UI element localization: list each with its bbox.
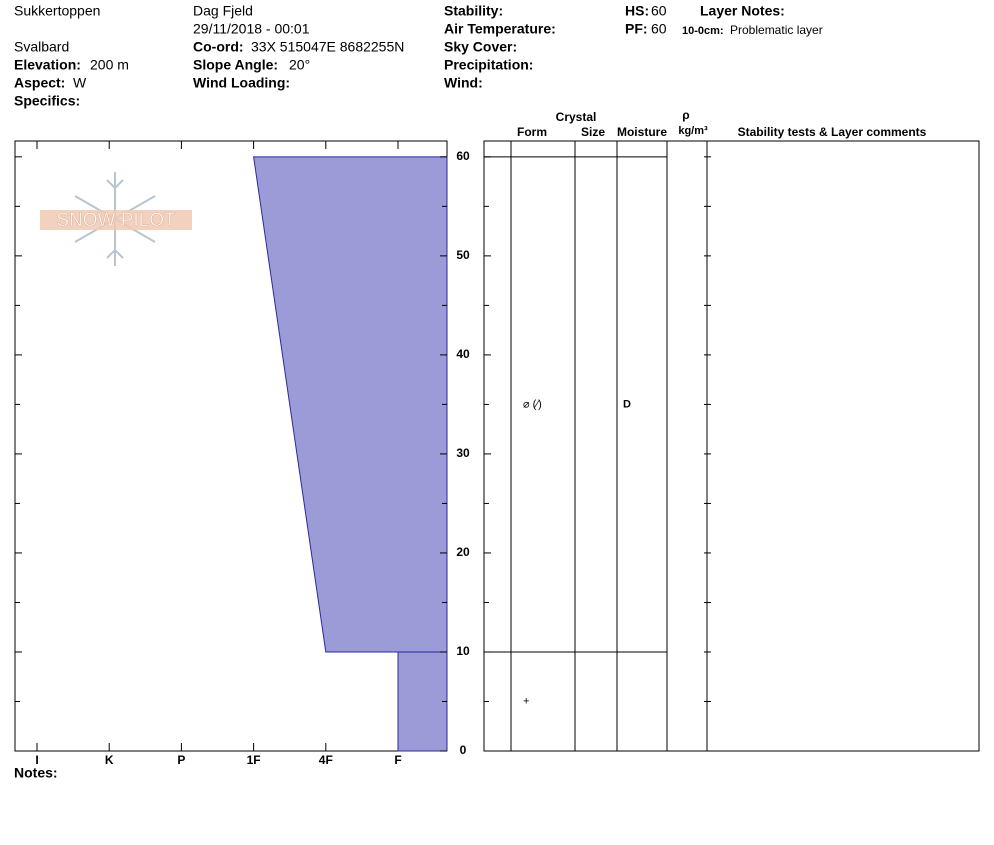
- datetime: 29/11/2018 - 00:01: [193, 21, 310, 37]
- y-tick-label: 0: [460, 743, 467, 757]
- hs: 60: [651, 3, 667, 19]
- elevation: 200 m: [90, 57, 129, 73]
- hardness-layer: [397, 651, 448, 752]
- observer: Dag Fjeld: [193, 3, 253, 19]
- wind-label: Wind:: [444, 75, 483, 91]
- x-tick-label: I: [35, 753, 38, 767]
- y-tick-label: 50: [456, 248, 470, 262]
- logo-band: [40, 210, 192, 230]
- coord: 33X 515047E 8682255N: [251, 39, 404, 55]
- pf-label: PF:: [625, 21, 648, 37]
- coord-label: Co-ord:: [193, 39, 244, 55]
- location: Sukkertoppen: [14, 3, 100, 19]
- crystal-header: Crystal: [556, 110, 597, 124]
- layer-note-range: 10-0cm:: [682, 25, 724, 37]
- x-tick-label: P: [177, 753, 185, 767]
- y-tick-label: 40: [456, 347, 470, 361]
- precip-label: Precipitation:: [444, 57, 533, 73]
- y-tick-label: 20: [456, 545, 470, 559]
- notes-label: Notes:: [14, 765, 58, 781]
- x-tick-label: 1F: [247, 753, 261, 767]
- moisture-header: Moisture: [617, 125, 667, 139]
- pf: 60: [651, 21, 667, 37]
- aspect: W: [73, 75, 87, 91]
- crystal-form: ⌀ (⁄): [523, 398, 542, 410]
- y-tick-label: 10: [456, 644, 470, 658]
- logo-text: SNOW PILOT: [56, 210, 176, 231]
- size-header: Size: [581, 125, 605, 139]
- table-frame: [483, 140, 980, 752]
- region: Svalbard: [14, 39, 69, 55]
- form-header: Form: [517, 125, 547, 139]
- rho-header: ρ: [682, 108, 689, 122]
- slope-label: Slope Angle:: [193, 57, 278, 73]
- y-tick-label: 30: [456, 446, 470, 460]
- stability-label: Stability:: [444, 3, 503, 19]
- density-header: kg/m³: [678, 125, 708, 137]
- x-tick-label: 4F: [319, 753, 333, 767]
- aspect-label: Aspect:: [14, 75, 65, 91]
- wind-loading-label: Wind Loading:: [193, 75, 290, 91]
- x-tick-label: K: [105, 753, 114, 767]
- moisture: D: [623, 398, 631, 410]
- layer-note: Problematic layer: [730, 23, 823, 37]
- elevation-label: Elevation:: [14, 57, 81, 73]
- hardness-layer: [253, 156, 448, 653]
- hs-label: HS:: [625, 3, 649, 19]
- air-temp-label: Air Temperature:: [444, 21, 556, 37]
- slope: 20°: [289, 57, 310, 73]
- comments-header: Stability tests & Layer comments: [738, 125, 927, 139]
- specifics-label: Specifics:: [14, 93, 80, 109]
- sky-label: Sky Cover:: [444, 39, 517, 55]
- y-tick-label: 60: [456, 149, 470, 163]
- crystal-form: +: [523, 695, 529, 707]
- x-tick-label: F: [394, 753, 401, 767]
- layer-notes-label: Layer Notes:: [700, 3, 785, 19]
